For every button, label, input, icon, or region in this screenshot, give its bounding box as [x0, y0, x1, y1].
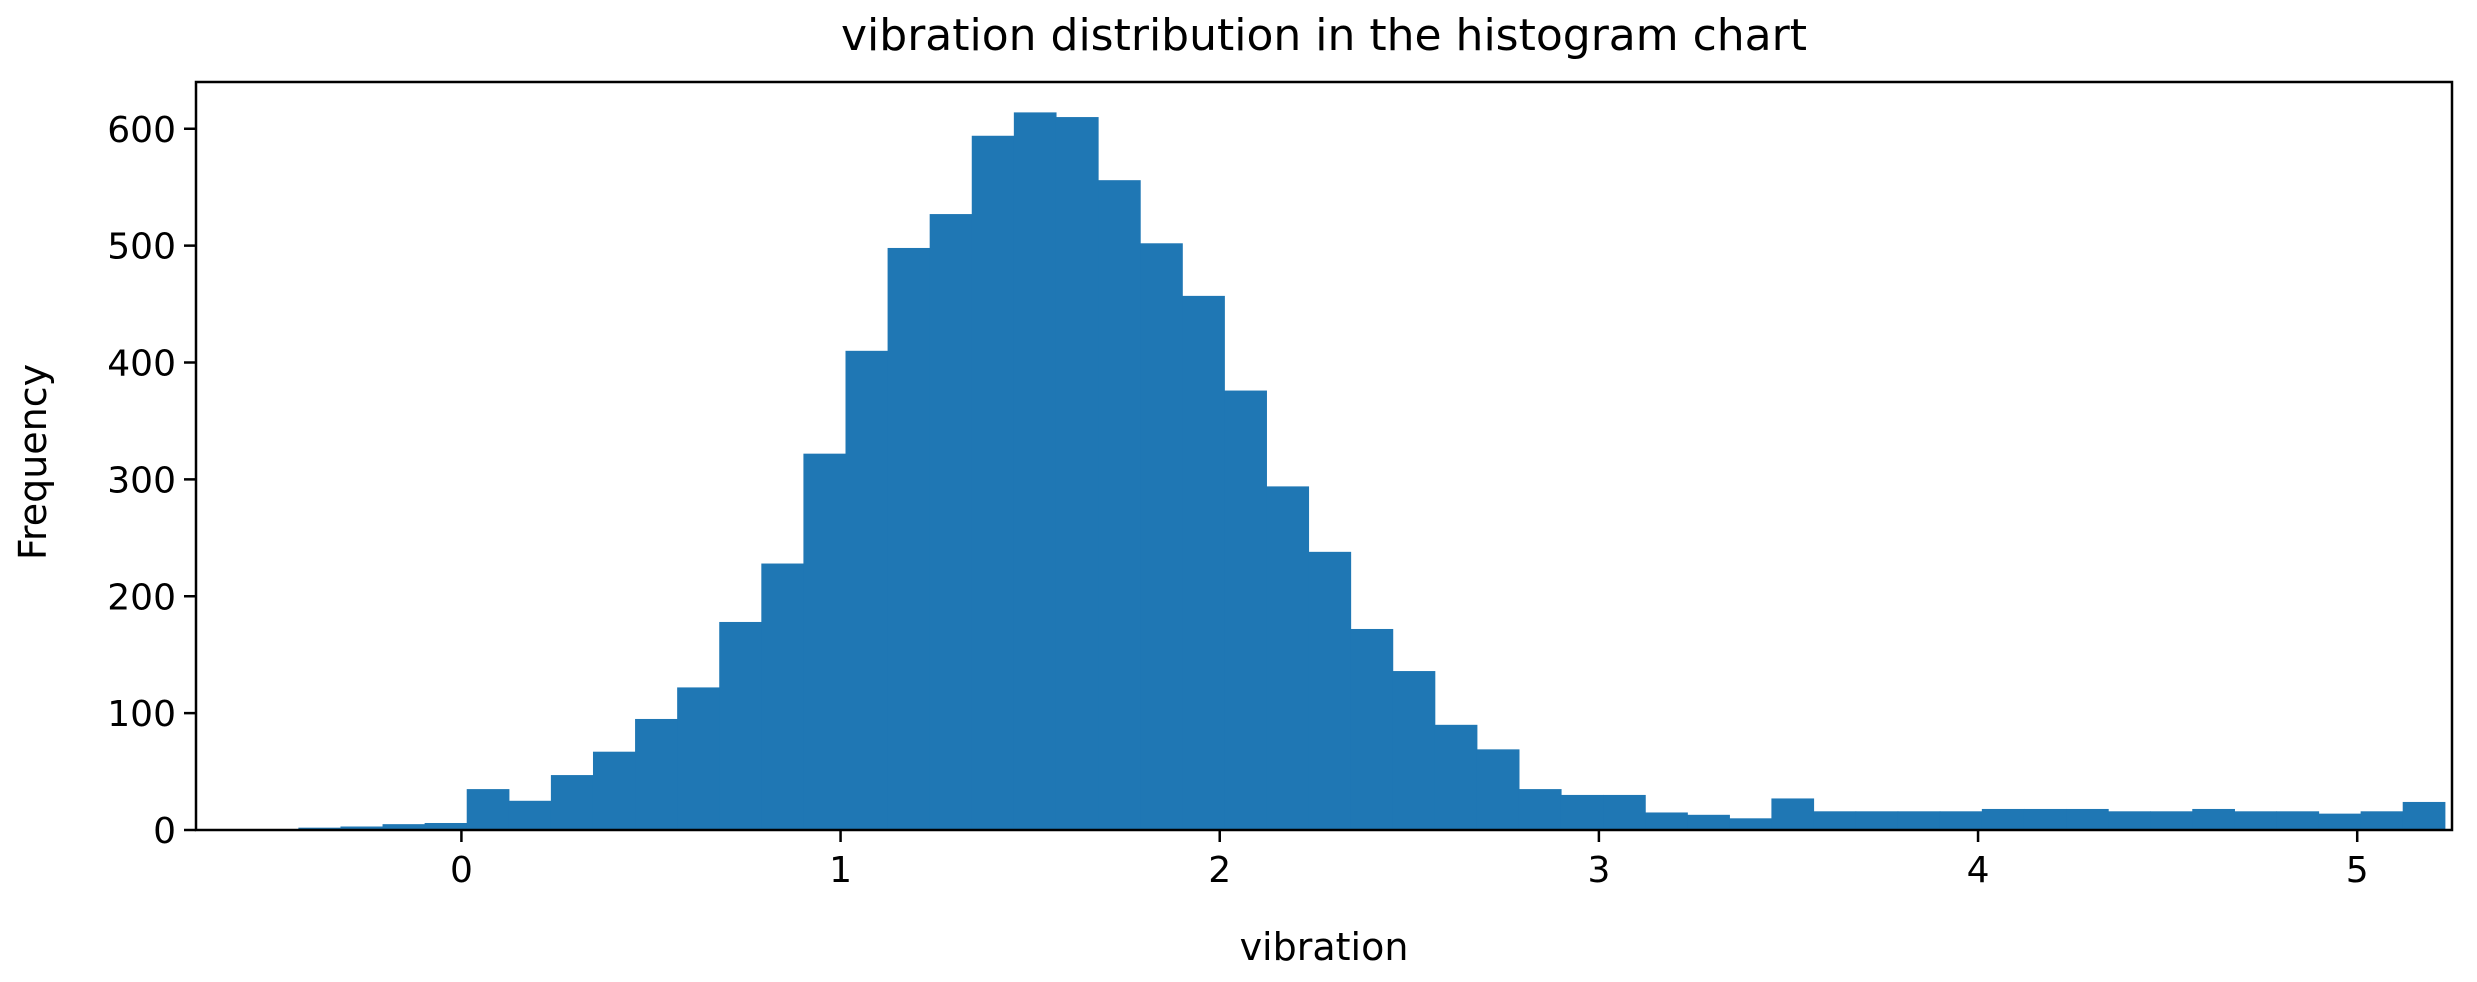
histogram-bar: [1392, 671, 1436, 830]
histogram-bar: [677, 687, 720, 830]
histogram-bar: [1308, 551, 1352, 830]
histogram-bar: [2150, 811, 2193, 830]
histogram-bar: [1055, 117, 1099, 830]
histogram-bar: [2402, 801, 2446, 830]
histogram-bar: [2192, 808, 2235, 830]
x-tick-label: 2: [1208, 850, 1231, 891]
histogram-bar: [1729, 818, 1773, 830]
histogram-bar: [971, 135, 1015, 830]
histogram-bar: [2276, 811, 2320, 830]
y-tick-label: 200: [107, 577, 176, 618]
y-tick-label: 0: [153, 811, 176, 852]
histogram-bar: [1182, 295, 1225, 831]
histogram-bar: [1981, 808, 2025, 830]
y-tick-label: 300: [107, 460, 176, 501]
histogram-bar: [719, 621, 762, 830]
histogram-bar: [1813, 811, 1857, 830]
histogram-bar: [2234, 811, 2278, 830]
histogram-bars: [298, 112, 2446, 831]
histogram-bar: [635, 718, 678, 830]
histogram-bar: [1476, 749, 1520, 830]
histogram-bar: [929, 214, 973, 831]
chart-title: vibration distribution in the histogram …: [841, 10, 1807, 61]
x-tick-label: 4: [1967, 850, 1990, 891]
histogram-bar: [340, 826, 384, 830]
x-axis-ticks: 0 1 2 3 4 5: [450, 830, 2369, 891]
y-tick-label: 400: [107, 344, 176, 385]
histogram-bar: [1855, 811, 1899, 830]
histogram-bar: [2066, 808, 2109, 830]
histogram-bar: [1224, 390, 1267, 830]
plot-frame: [194, 80, 2454, 832]
x-axis-label: vibration: [1240, 925, 1409, 969]
histogram-bar: [1266, 486, 1310, 830]
y-tick-label: 100: [107, 694, 176, 735]
histogram-bar: [592, 751, 636, 830]
histogram-bar: [1897, 811, 1941, 830]
histogram-bar: [1098, 180, 1141, 831]
x-tick-label: 5: [2346, 850, 2369, 891]
histogram-bar: [761, 563, 805, 830]
histogram-bar: [803, 453, 847, 830]
histogram-bar: [550, 775, 594, 830]
histogram-bar: [887, 247, 931, 830]
histogram-bar: [2318, 813, 2362, 830]
histogram-bar: [1518, 789, 1562, 830]
histogram-bar: [424, 822, 468, 830]
x-tick-label: 0: [450, 850, 473, 891]
y-axis-ticks: 0 100 200 300 400 500 600: [107, 110, 196, 852]
histogram-bar: [1645, 812, 1688, 830]
histogram-bar: [1603, 794, 1646, 830]
histogram-bar: [1939, 811, 1983, 830]
histogram-bar: [845, 350, 889, 830]
y-axis-label: Frequency: [11, 364, 55, 560]
x-tick-label: 3: [1587, 850, 1610, 891]
x-tick-label: 1: [829, 850, 852, 891]
histogram-bar: [1687, 814, 1730, 830]
histogram-bar: [2108, 811, 2151, 830]
histogram-bar: [1771, 798, 1815, 830]
histogram-bar: [1434, 724, 1478, 830]
histogram-bar: [1560, 794, 1604, 830]
histogram-bar: [2023, 808, 2067, 830]
histogram-bar: [1140, 243, 1183, 831]
y-tick-label: 600: [107, 110, 176, 151]
histogram-bar: [466, 789, 510, 830]
histogram-bar: [508, 800, 552, 830]
histogram-bar: [382, 824, 426, 830]
histogram-bar: [2360, 811, 2404, 830]
histogram-bar: [1350, 628, 1394, 830]
y-tick-label: 500: [107, 227, 176, 268]
histogram-bar: [1013, 112, 1057, 830]
